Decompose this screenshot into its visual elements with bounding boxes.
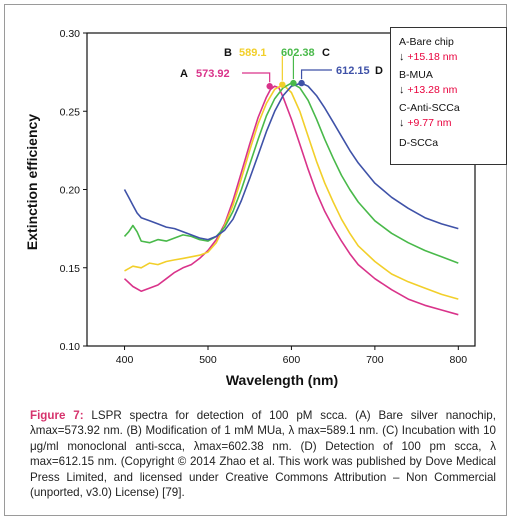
spectrum-curve-d <box>123 82 459 241</box>
leader-line-d <box>300 69 332 80</box>
shift-cd: +9.77 nm <box>407 117 452 129</box>
shift-ab: +15.18 nm <box>407 51 458 63</box>
spectrum-curve-a <box>123 85 459 316</box>
y-tick-label: 0.25 <box>60 106 81 118</box>
x-tick-label: 400 <box>116 354 134 366</box>
series-key-b: B <box>224 47 232 59</box>
peak-label-d: 612.15 <box>336 65 370 77</box>
series-key-a: A <box>180 68 188 80</box>
peak-label-b: 589.1 <box>239 47 267 59</box>
peak-markers: 573.92 A 589.1 B 602.38 C 612.15 D <box>180 47 383 90</box>
y-tick-label: 0.15 <box>60 263 81 275</box>
spectrum-curve-c <box>123 82 459 264</box>
legend-shift-bc: ↓ +13.28 nm <box>399 84 457 96</box>
legend-shift-cd: ↓ +9.77 nm <box>399 117 452 129</box>
peak-dot-d <box>298 79 305 87</box>
x-axis-label: Wavelength (nm) <box>226 372 338 388</box>
x-tick-label: 800 <box>450 354 468 366</box>
y-tick-label: 0.20 <box>60 185 81 197</box>
series-key-c: C <box>322 47 330 59</box>
shift-bc: +13.28 nm <box>407 84 458 96</box>
chart-axes: 400 500 600 700 800 0.10 0.15 0.20 0.25 0.30 <box>60 28 476 366</box>
y-tick-label: 0.30 <box>60 28 81 40</box>
x-tick-label: 600 <box>283 354 301 366</box>
peak-dot-c <box>290 79 297 87</box>
down-arrow-icon: ↓ <box>399 117 405 129</box>
legend-shift-ab: ↓ +15.18 nm <box>399 51 457 63</box>
figure-caption: Figure 7: LSPR spectra for detection of … <box>30 408 496 500</box>
lspr-chart: 400 500 600 700 800 0.10 0.15 0.20 0.25 0.30 573.… <box>24 28 476 388</box>
down-arrow-icon: ↓ <box>399 51 405 63</box>
legend-item-c: C-Anti-SCCa <box>399 102 460 114</box>
peak-dot-b <box>279 81 286 88</box>
series-key-d: D <box>375 65 383 77</box>
caption-text: LSPR spectra for detection of 100 pM scc… <box>30 409 496 500</box>
legend-item-b: B-MUA <box>399 69 433 81</box>
peak-dot-a <box>266 83 273 90</box>
x-tick-label: 500 <box>199 354 217 366</box>
legend-item-a: A-Bare chip <box>399 36 454 48</box>
x-tick-label: 700 <box>366 354 384 366</box>
peak-label-a: 573.92 <box>196 68 230 80</box>
down-arrow-icon: ↓ <box>399 84 405 96</box>
y-axis-label: Extinction efficiency <box>24 114 40 250</box>
peak-label-c: 602.38 <box>281 47 315 59</box>
legend-box: A-Bare chip ↓ +15.18 nm B-MUA ↓ +13.28 n… <box>390 27 507 165</box>
caption-label: Figure 7: <box>30 409 84 422</box>
spectrum-curve-b <box>124 83 459 300</box>
chart-curves <box>123 82 459 316</box>
leader-line-a <box>242 72 271 83</box>
legend-item-d: D-SCCa <box>399 137 439 149</box>
y-tick-label: 0.10 <box>60 341 81 353</box>
